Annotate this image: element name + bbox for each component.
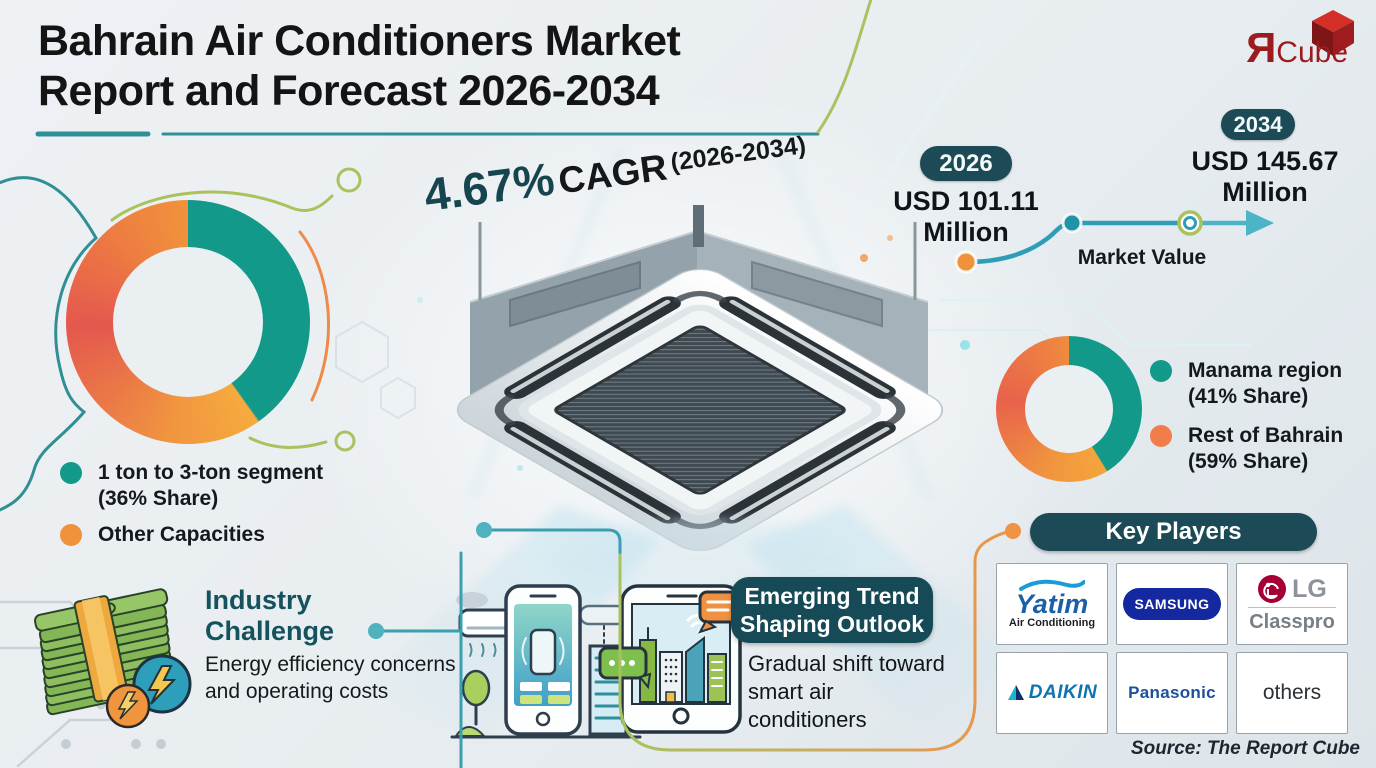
cagr-period: (2026-2034): [668, 131, 808, 177]
page-title-line2: Report and Forecast 2026-2034: [38, 67, 660, 115]
legend-dot-orange-icon: [1150, 425, 1172, 447]
connector-lines: [0, 0, 1274, 768]
capacity-chart-legend: 1 ton to 3-ton segment (36% Share) Other…: [60, 460, 360, 558]
brand-logo: ЯCube: [1246, 24, 1348, 72]
lg-face-icon: [1258, 575, 1287, 603]
page-title-line1: Bahrain Air Conditioners Market: [38, 17, 681, 65]
smart-city-phone-illustration: [598, 584, 746, 734]
smart-ac-phone-illustration: [450, 584, 642, 739]
legend-item-manama: Manama region (41% Share): [1150, 358, 1376, 410]
brand-cube-icon: [1310, 8, 1356, 61]
player-card-others: others: [1236, 652, 1348, 734]
brand-logo-mark: Я: [1246, 24, 1277, 71]
legend-dot-teal-icon: [60, 462, 82, 484]
daikin-triangle-icon: [1007, 685, 1024, 700]
legend-dot-teal-icon: [1150, 360, 1172, 382]
key-players-grid: Yatim Air Conditioning SAMSUNG LG Classp…: [996, 563, 1348, 734]
source-credit: Source: The Report Cube: [1130, 738, 1360, 759]
key-players-heading: Key Players: [1030, 513, 1317, 551]
legend-item-capacity-segment: 1 ton to 3-ton segment (36% Share): [60, 460, 360, 512]
region-chart-legend: Manama region (41% Share) Rest of Bahrai…: [1150, 358, 1376, 488]
region-donut-chart: [996, 336, 1142, 482]
emerging-trend-body: Gradual shift toward smart air condition…: [748, 651, 945, 732]
market-value-label: Market Value: [1077, 246, 1207, 269]
player-card-daikin: DAIKIN: [996, 652, 1108, 734]
market-value-2026: USD 101.11 Million: [893, 186, 1039, 247]
legend-item-rest-of-bahrain: Rest of Bahrain (59% Share): [1150, 423, 1376, 475]
legend-dot-orange-icon: [60, 524, 82, 546]
market-value-2034: USD 145.67 Million: [1191, 146, 1339, 207]
industry-challenge-heading: Industry Challenge: [205, 585, 335, 646]
page-title: Bahrain Air Conditioners Market Report a…: [38, 16, 681, 116]
year-badge-2026: 2026: [920, 146, 1012, 181]
year-badge-2034: 2034: [1221, 109, 1295, 140]
player-card-lg: LG Classpro: [1236, 563, 1348, 645]
player-card-samsung: SAMSUNG: [1116, 563, 1228, 645]
brand-logo-name: Cube: [1276, 36, 1348, 69]
legend-item-other-capacities: Other Capacities: [60, 522, 360, 548]
player-card-yatim: Yatim Air Conditioning: [996, 563, 1108, 645]
capacity-donut-chart: [66, 200, 310, 444]
industry-challenge-body: Energy efficiency concerns and operating…: [205, 653, 456, 703]
player-card-panasonic: Panasonic: [1116, 652, 1228, 734]
emerging-trend-badge: Emerging Trend Shaping Outlook: [731, 577, 933, 643]
air-conditioner-image: [360, 205, 1040, 740]
yatim-wave-icon: [1019, 579, 1085, 591]
money-stack-icon: $: [34, 588, 192, 729]
